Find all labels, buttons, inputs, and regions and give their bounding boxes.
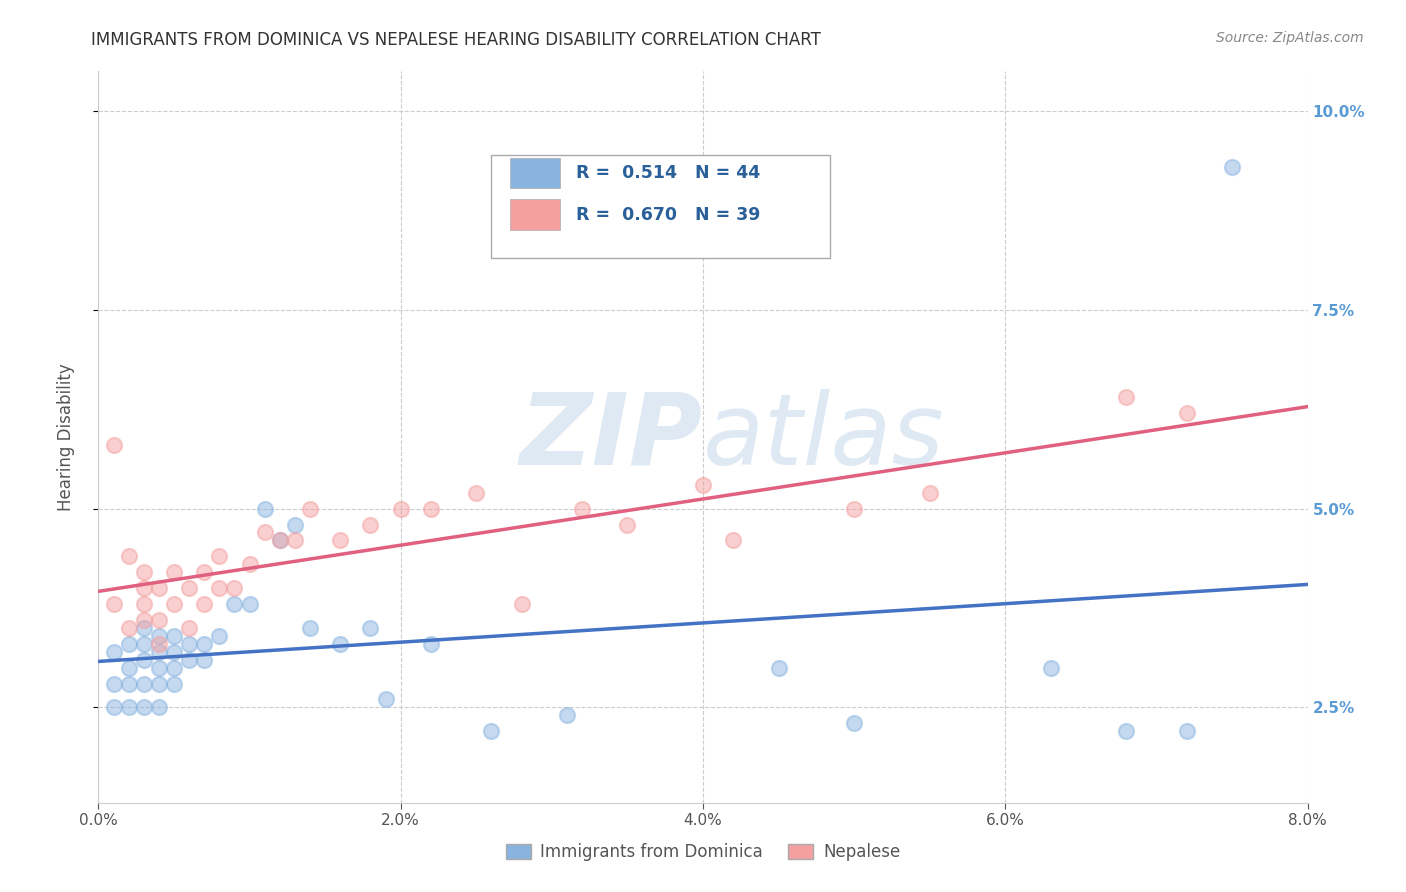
- Point: [208, 581, 231, 595]
- Point: [179, 581, 201, 595]
- Point: [118, 549, 141, 564]
- Point: [1175, 406, 1198, 420]
- Point: [193, 566, 215, 580]
- Point: [132, 700, 155, 714]
- Text: Source: ZipAtlas.com: Source: ZipAtlas.com: [1216, 31, 1364, 45]
- Text: R =  0.514   N = 44: R = 0.514 N = 44: [576, 164, 761, 182]
- FancyBboxPatch shape: [509, 199, 561, 230]
- Point: [132, 581, 155, 595]
- Point: [1039, 660, 1062, 674]
- Point: [299, 621, 322, 635]
- Point: [103, 676, 125, 690]
- Point: [481, 724, 503, 739]
- Point: [360, 621, 382, 635]
- Point: [269, 533, 291, 548]
- Point: [239, 597, 262, 611]
- Point: [132, 613, 155, 627]
- Point: [420, 501, 443, 516]
- Point: [148, 629, 170, 643]
- Text: ZIP: ZIP: [520, 389, 703, 485]
- Point: [118, 676, 141, 690]
- Point: [132, 676, 155, 690]
- Point: [918, 485, 941, 500]
- Point: [253, 525, 276, 540]
- Point: [132, 637, 155, 651]
- Point: [103, 438, 125, 452]
- Point: [1175, 724, 1198, 739]
- Point: [148, 581, 170, 595]
- Point: [179, 653, 201, 667]
- Point: [118, 621, 141, 635]
- Point: [132, 653, 155, 667]
- Point: [208, 549, 231, 564]
- Point: [163, 597, 186, 611]
- Point: [118, 637, 141, 651]
- Point: [193, 637, 215, 651]
- Y-axis label: Hearing Disability: Hearing Disability: [56, 363, 75, 511]
- Point: [1115, 724, 1137, 739]
- Point: [253, 501, 276, 516]
- Point: [389, 501, 412, 516]
- Point: [132, 597, 155, 611]
- Point: [163, 629, 186, 643]
- Point: [103, 645, 125, 659]
- Point: [118, 660, 141, 674]
- Text: atlas: atlas: [703, 389, 945, 485]
- FancyBboxPatch shape: [492, 155, 830, 258]
- Point: [360, 517, 382, 532]
- Text: R =  0.670   N = 39: R = 0.670 N = 39: [576, 206, 761, 224]
- Point: [768, 660, 790, 674]
- Point: [329, 637, 352, 651]
- Point: [163, 660, 186, 674]
- Point: [132, 621, 155, 635]
- Point: [299, 501, 322, 516]
- Point: [616, 517, 638, 532]
- Point: [163, 676, 186, 690]
- Point: [1220, 160, 1243, 174]
- Point: [692, 477, 714, 491]
- Point: [148, 700, 170, 714]
- Point: [224, 597, 246, 611]
- Point: [148, 645, 170, 659]
- Point: [193, 653, 215, 667]
- Point: [284, 533, 307, 548]
- Point: [103, 597, 125, 611]
- Legend: Immigrants from Dominica, Nepalese: Immigrants from Dominica, Nepalese: [499, 837, 907, 868]
- Point: [163, 566, 186, 580]
- Point: [224, 581, 246, 595]
- Point: [571, 501, 593, 516]
- Point: [179, 637, 201, 651]
- Point: [193, 597, 215, 611]
- Point: [374, 692, 396, 706]
- Point: [163, 645, 186, 659]
- Point: [148, 613, 170, 627]
- Point: [208, 629, 231, 643]
- Point: [179, 621, 201, 635]
- Point: [420, 637, 443, 651]
- Point: [239, 558, 262, 572]
- Point: [269, 533, 291, 548]
- Text: IMMIGRANTS FROM DOMINICA VS NEPALESE HEARING DISABILITY CORRELATION CHART: IMMIGRANTS FROM DOMINICA VS NEPALESE HEA…: [91, 31, 821, 49]
- Point: [465, 485, 488, 500]
- Point: [118, 700, 141, 714]
- Point: [555, 708, 578, 723]
- Point: [510, 597, 533, 611]
- Point: [148, 637, 170, 651]
- Point: [148, 676, 170, 690]
- Point: [329, 533, 352, 548]
- Point: [284, 517, 307, 532]
- Point: [103, 700, 125, 714]
- Point: [132, 566, 155, 580]
- Point: [148, 660, 170, 674]
- Point: [723, 533, 745, 548]
- Point: [1115, 390, 1137, 404]
- Point: [844, 501, 866, 516]
- Point: [844, 716, 866, 731]
- FancyBboxPatch shape: [509, 158, 561, 188]
